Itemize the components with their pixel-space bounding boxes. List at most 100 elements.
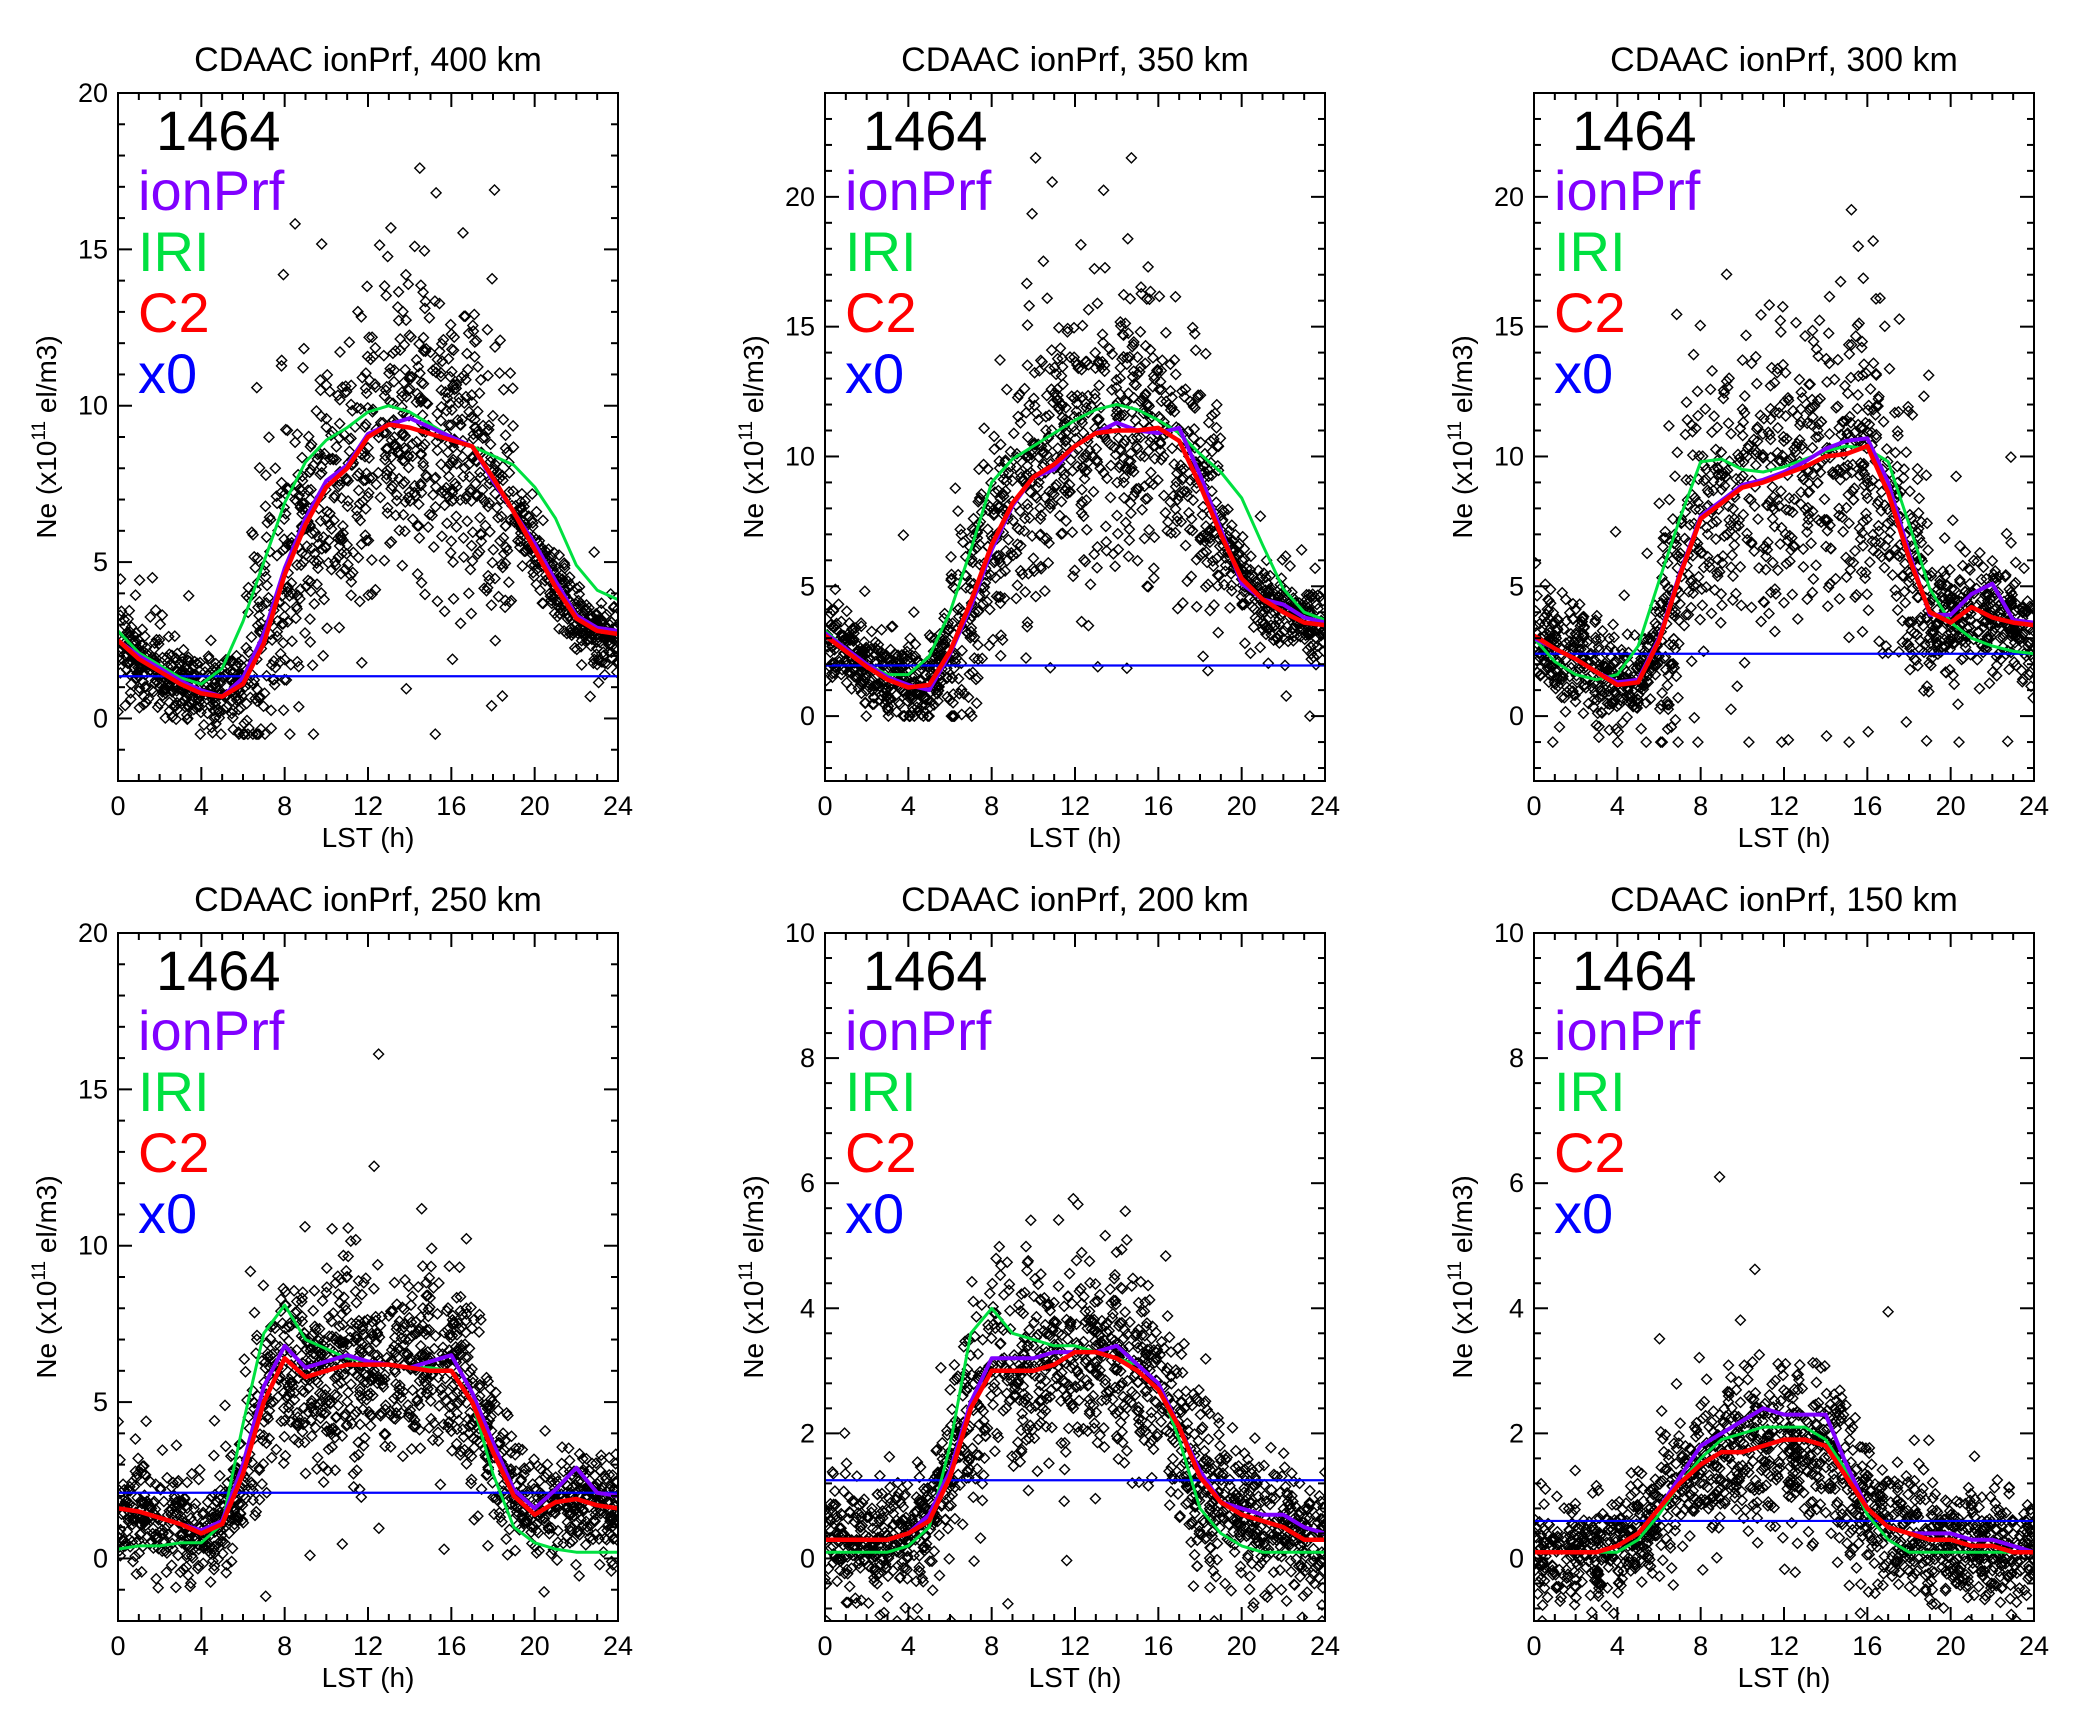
- data-point: [1014, 539, 1027, 552]
- data-point: [140, 680, 152, 693]
- data-point: [1653, 497, 1666, 510]
- data-point: [1177, 462, 1190, 475]
- data-point: [432, 1435, 445, 1447]
- data-point: [1126, 370, 1139, 383]
- data-point: [2007, 578, 2020, 591]
- data-point: [1113, 461, 1126, 474]
- data-point: [981, 523, 994, 536]
- data-point: [355, 656, 368, 669]
- data-point: [165, 1559, 178, 1572]
- data-point: [118, 705, 124, 718]
- data-point: [1801, 501, 1814, 514]
- data-point: [489, 634, 502, 647]
- data-point: [1748, 500, 1761, 513]
- data-point: [431, 407, 444, 420]
- data-point: [1751, 435, 1764, 448]
- data-point: [1217, 505, 1230, 518]
- data-point: [1165, 401, 1178, 414]
- y-tick-label: 20: [78, 78, 108, 108]
- data-point: [1007, 549, 1020, 562]
- data-point: [270, 490, 283, 503]
- data-point: [1709, 443, 1722, 456]
- data-point: [1688, 491, 1701, 504]
- data-point: [1820, 730, 1833, 742]
- data-point: [416, 441, 429, 454]
- data-point: [450, 1437, 463, 1450]
- data-point: [598, 668, 611, 681]
- data-point: [998, 503, 1010, 515]
- data-point: [1607, 685, 1620, 698]
- data-point: [1534, 557, 1542, 569]
- data-point: [137, 698, 150, 711]
- data-point: [394, 448, 406, 461]
- data-point: [1873, 525, 1885, 538]
- data-point: [423, 311, 436, 324]
- data-point: [1782, 733, 1795, 746]
- data-point: [1841, 387, 1854, 400]
- data-point: [456, 450, 469, 463]
- data-point: [296, 497, 309, 510]
- data-point: [1135, 393, 1148, 406]
- data-point: [1656, 571, 1668, 584]
- y-axis-label: Ne (x1011 el/m3): [736, 335, 769, 538]
- data-point: [1141, 492, 1154, 505]
- data-point: [601, 657, 614, 670]
- data-point: [1811, 424, 1824, 437]
- data-point: [1787, 540, 1800, 553]
- data-point: [1708, 584, 1721, 596]
- data-point: [968, 652, 981, 665]
- data-point: [444, 318, 457, 331]
- data-point: [1569, 632, 1582, 645]
- data-point: [1926, 620, 1939, 633]
- data-point: [1143, 523, 1156, 536]
- data-point: [965, 630, 978, 643]
- data-point: [1262, 623, 1275, 636]
- data-point: [1126, 432, 1139, 445]
- data-point: [410, 435, 423, 448]
- data-point: [333, 432, 346, 444]
- data-point: [468, 350, 481, 363]
- data-point: [1059, 427, 1072, 439]
- data-point: [1273, 613, 1286, 626]
- data-point: [1282, 635, 1295, 648]
- data-point: [1020, 652, 1032, 664]
- data-point: [169, 700, 182, 712]
- data-point: [2016, 675, 2029, 688]
- data-point: [388, 364, 401, 377]
- data-point: [450, 382, 463, 395]
- data-point: [1802, 508, 1815, 521]
- data-point: [297, 361, 309, 374]
- data-point: [945, 710, 958, 723]
- data-point: [1569, 689, 1581, 702]
- data-point: [133, 574, 146, 587]
- data-point: [1148, 531, 1161, 544]
- data-point: [404, 495, 417, 507]
- data-point: [1674, 597, 1686, 610]
- data-point: [1823, 428, 1836, 440]
- data-point: [1122, 327, 1135, 340]
- data-point: [588, 546, 601, 559]
- data-point: [1911, 462, 1924, 475]
- data-point: [1638, 679, 1651, 692]
- data-point: [378, 554, 391, 567]
- data-point: [1912, 507, 1925, 519]
- data-point: [1982, 599, 1995, 612]
- data-point: [1812, 418, 1825, 431]
- data-point: [874, 677, 887, 689]
- data-point: [446, 487, 459, 500]
- data-point: [502, 576, 515, 589]
- data-point: [292, 660, 305, 673]
- legend-entry-ionprf: ionPrf: [138, 159, 285, 222]
- data-point: [170, 713, 183, 726]
- data-point: [1208, 599, 1220, 611]
- data-point: [840, 634, 853, 647]
- data-point: [1034, 502, 1046, 515]
- data-point: [1204, 532, 1217, 545]
- data-point: [1004, 445, 1017, 458]
- data-point: [1837, 461, 1850, 474]
- data-point: [408, 240, 421, 253]
- data-point: [159, 1536, 172, 1549]
